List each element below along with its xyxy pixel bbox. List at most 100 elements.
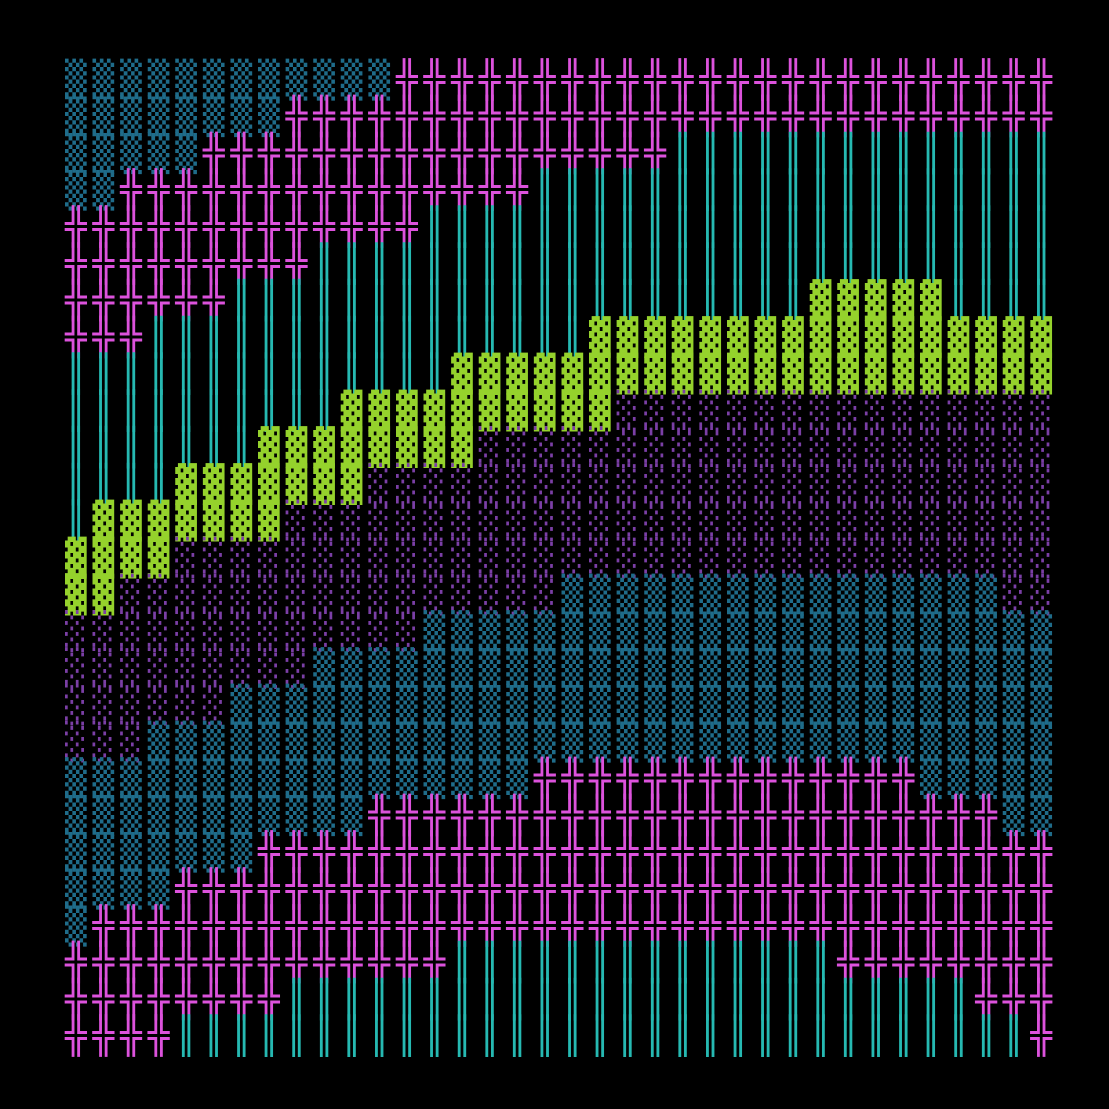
glyph: ╬: [174, 904, 198, 947]
glyph: ▒: [561, 720, 583, 763]
glyph: ░: [672, 462, 694, 505]
glyph: ╬: [395, 168, 419, 211]
glyph: ║: [589, 1014, 611, 1057]
glyph: ╬: [64, 205, 88, 248]
glyph: ▓: [892, 315, 914, 358]
glyph: ║: [120, 426, 142, 469]
glyph: ▒: [120, 867, 142, 910]
glyph: ╬: [836, 793, 860, 836]
glyph: ║: [313, 352, 335, 395]
glyph: ▓: [120, 536, 142, 579]
glyph: ║: [837, 242, 859, 285]
glyph: ║: [65, 389, 87, 432]
glyph: ▒: [203, 830, 225, 873]
glyph: ▓: [286, 462, 308, 505]
glyph: ╬: [533, 867, 557, 910]
glyph: ╬: [285, 95, 309, 138]
glyph: ▒: [534, 683, 556, 726]
glyph: ║: [258, 352, 280, 395]
glyph: ╬: [505, 131, 529, 174]
glyph: ║: [672, 1014, 694, 1057]
glyph: ║: [920, 131, 942, 174]
glyph: ▒: [120, 58, 142, 101]
glyph: ╬: [395, 941, 419, 984]
glyph: ╬: [919, 95, 943, 138]
glyph: ░: [755, 389, 777, 432]
glyph: ║: [810, 941, 832, 984]
glyph: ▒: [837, 610, 859, 653]
glyph: ║: [837, 168, 859, 211]
glyph: ╬: [560, 95, 584, 138]
glyph: ▓: [203, 499, 225, 542]
glyph: ╬: [257, 168, 281, 211]
glyph: ░: [755, 499, 777, 542]
glyph: ░: [755, 462, 777, 505]
glyph: ║: [561, 168, 583, 211]
glyph: ║: [258, 279, 280, 322]
glyph: ░: [203, 683, 225, 726]
glyph: ║: [892, 242, 914, 285]
glyph: ▓: [672, 352, 694, 395]
glyph: ▒: [810, 720, 832, 763]
glyph: ▒: [203, 793, 225, 836]
glyph: ░: [948, 389, 970, 432]
glyph: ░: [451, 499, 473, 542]
glyph: ░: [368, 573, 390, 616]
glyph: ║: [782, 1014, 804, 1057]
glyph: ▒: [424, 646, 446, 689]
glyph: ░: [699, 499, 721, 542]
glyph: ▒: [920, 610, 942, 653]
glyph: ╬: [560, 793, 584, 836]
glyph: ╬: [671, 58, 695, 101]
glyph: ░: [479, 426, 501, 469]
glyph: ╬: [505, 168, 529, 211]
glyph: ▓: [948, 352, 970, 395]
glyph: ░: [920, 499, 942, 542]
glyph: ╬: [836, 95, 860, 138]
glyph: ╬: [340, 205, 364, 248]
glyph: ▒: [451, 646, 473, 689]
glyph: ╬: [533, 58, 557, 101]
glyph: ╬: [1002, 941, 1026, 984]
glyph: ╬: [947, 793, 971, 836]
glyph: ║: [699, 941, 721, 984]
glyph: ░: [148, 683, 170, 726]
glyph: ╬: [229, 168, 253, 211]
glyph: ╬: [1002, 95, 1026, 138]
glyph: ▒: [286, 58, 308, 101]
glyph: ║: [341, 977, 363, 1020]
glyph: ║: [865, 131, 887, 174]
glyph: ░: [644, 389, 666, 432]
glyph: ║: [175, 389, 197, 432]
glyph: ▓: [396, 389, 418, 432]
glyph: ║: [93, 389, 115, 432]
glyph: ░: [699, 462, 721, 505]
glyph: ╬: [367, 904, 391, 947]
glyph: ▒: [341, 720, 363, 763]
glyph: ▓: [65, 573, 87, 616]
glyph: ▒: [230, 95, 252, 138]
glyph: ╬: [423, 58, 447, 101]
glyph: ╬: [423, 867, 447, 910]
glyph: ╬: [781, 95, 805, 138]
glyph: ╬: [478, 168, 502, 211]
glyph: ║: [920, 977, 942, 1020]
glyph: ░: [948, 499, 970, 542]
glyph: ░: [1003, 426, 1025, 469]
glyph: ▓: [286, 426, 308, 469]
glyph: ╬: [119, 904, 143, 947]
glyph: ▓: [837, 279, 859, 322]
glyph: ╬: [809, 830, 833, 873]
glyph: ▒: [451, 610, 473, 653]
glyph: ▓: [368, 389, 390, 432]
glyph: ║: [644, 279, 666, 322]
glyph: ▓: [534, 389, 556, 432]
glyph: ╬: [174, 867, 198, 910]
glyph: ║: [424, 315, 446, 358]
glyph: ░: [258, 536, 280, 579]
glyph: ╬: [698, 757, 722, 800]
glyph: ░: [1030, 462, 1052, 505]
glyph: ▒: [506, 757, 528, 800]
glyph: ╬: [836, 58, 860, 101]
glyph: ░: [148, 573, 170, 616]
